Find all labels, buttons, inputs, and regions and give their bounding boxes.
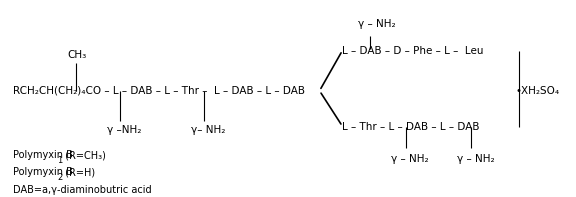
Text: Polymyxin B: Polymyxin B [13,167,73,177]
Text: γ – NH₂: γ – NH₂ [358,20,396,30]
Text: CH₃: CH₃ [67,50,86,60]
Text: (R=H): (R=H) [62,167,94,177]
Text: γ – NH₂: γ – NH₂ [457,154,495,164]
Text: L – DAB – D – Phe – L –  Leu: L – DAB – D – Phe – L – Leu [343,46,484,56]
Text: Polymyxin B: Polymyxin B [13,150,73,160]
Text: RCH₂CH(CH₂)₄CO – L – DAB – L – Thr –  L – DAB – L – DAB: RCH₂CH(CH₂)₄CO – L – DAB – L – Thr – L –… [13,86,305,96]
Text: γ –NH₂: γ –NH₂ [108,125,142,135]
Text: 1: 1 [57,155,62,164]
Text: γ– NH₂: γ– NH₂ [191,125,225,135]
Text: (R=CH₃): (R=CH₃) [62,150,105,160]
Text: L – Thr – L – DAB – L – DAB: L – Thr – L – DAB – L – DAB [343,122,480,132]
Text: γ – NH₂: γ – NH₂ [391,154,429,164]
Text: 2: 2 [57,173,62,182]
Text: •XH₂SO₄: •XH₂SO₄ [516,86,560,96]
Text: DAB=a,γ-diaminobutric acid: DAB=a,γ-diaminobutric acid [13,185,151,195]
